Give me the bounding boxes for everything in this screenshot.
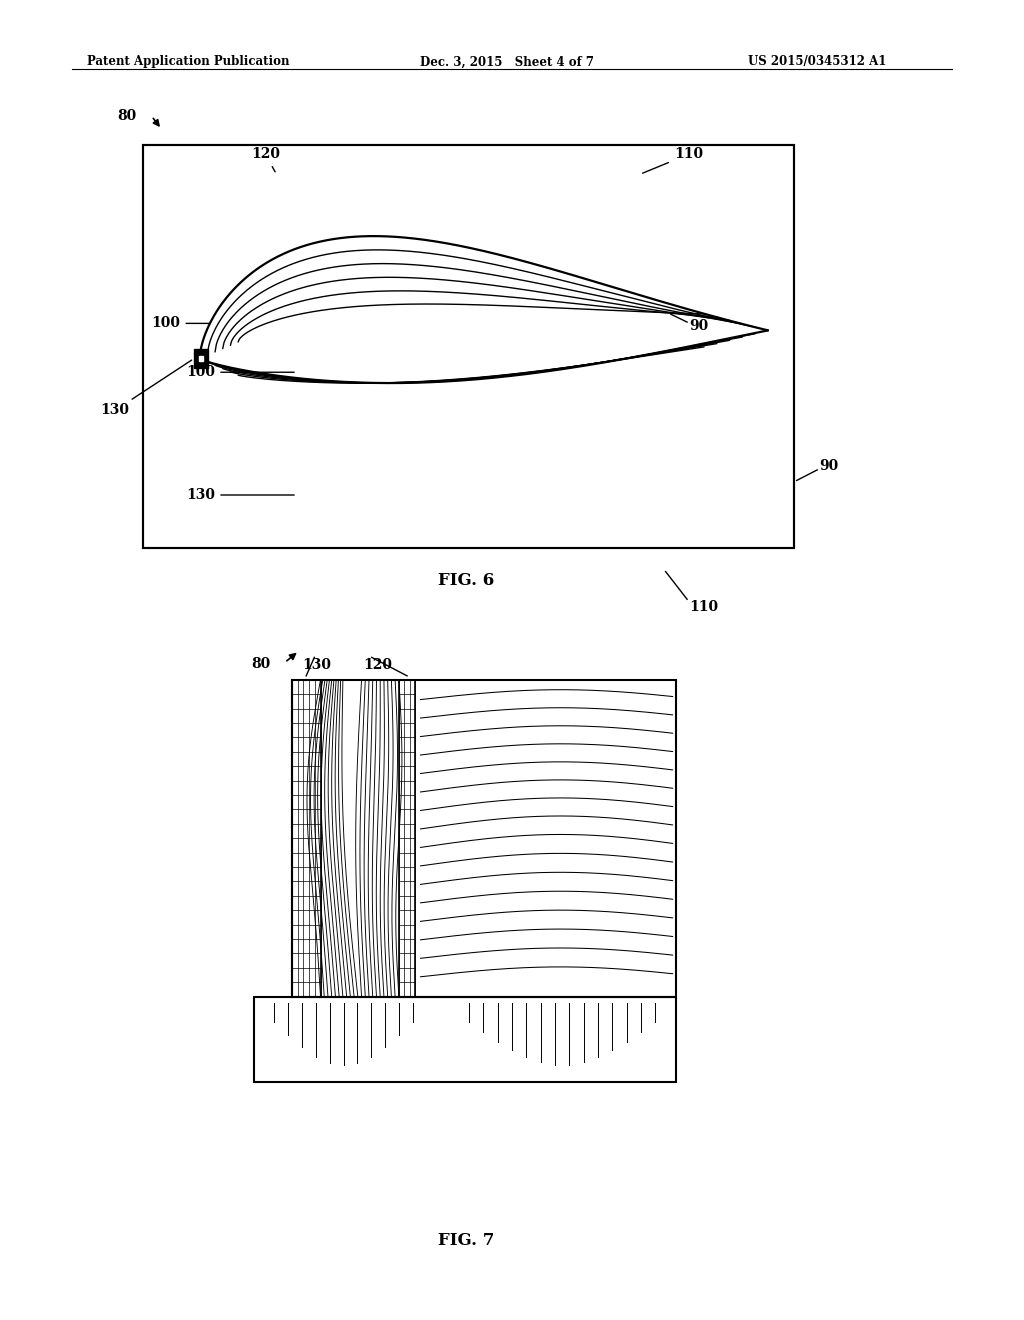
Text: 100: 100 [186,366,215,379]
Text: 80: 80 [117,110,136,123]
Bar [292,680,676,997]
Text: 110: 110 [643,148,702,173]
Text: 120: 120 [364,659,392,672]
Bar [254,997,676,1082]
Text: 90: 90 [819,459,839,473]
Text: 130: 130 [302,659,331,672]
Text: 110: 110 [689,601,718,614]
Text: 90: 90 [689,319,709,333]
Text: Dec. 3, 2015   Sheet 4 of 7: Dec. 3, 2015 Sheet 4 of 7 [420,55,594,69]
Text: 100: 100 [152,317,210,330]
Text: 130: 130 [100,360,191,417]
Text: Patent Application Publication: Patent Application Publication [87,55,290,69]
Text: FIG. 7: FIG. 7 [437,1233,495,1249]
Text: 130: 130 [186,488,215,502]
Bar [292,680,676,997]
Bar [254,997,676,1082]
Text: 120: 120 [251,148,280,172]
Text: FIG. 6: FIG. 6 [438,573,494,589]
Bar [199,356,203,362]
Bar [143,145,794,548]
Text: 80: 80 [251,657,270,671]
Bar [194,350,208,368]
Text: US 2015/0345312 A1: US 2015/0345312 A1 [748,55,886,69]
Bar [143,145,794,548]
